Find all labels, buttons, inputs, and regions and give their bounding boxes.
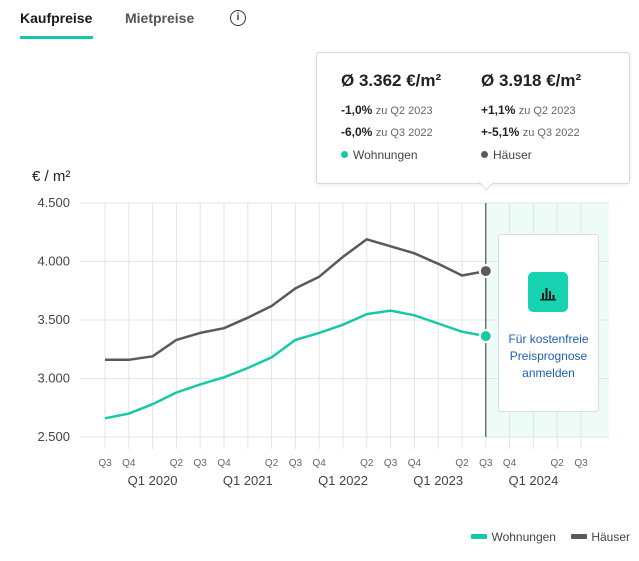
tooltip-change-year-wohnungen: -6,0% zu Q3 2022 [341,125,441,139]
x-tick-label: Q4 [313,458,327,469]
x-year-label: Q1 2023 [413,473,463,488]
x-tick-label: Q3 [384,458,398,469]
x-tick-label: Q2 [265,458,279,469]
y-tick-label: 3.000 [37,371,70,386]
series-line-haeuser [105,238,487,362]
legend-text: Wohnungen [353,148,418,162]
legend-dot [481,151,488,158]
tooltip-column-haeuser: Ø 3.918 €/m² +1,1% zu Q2 2023 +-5,1% zu … [481,71,581,162]
change-label: zu Q3 2022 [522,127,580,139]
x-tick-label: Q2 [551,458,565,469]
x-tick-label: Q2 [170,458,184,469]
x-year-label: Q1 2021 [223,473,273,488]
change-value: +1,1% [481,103,516,117]
info-icon[interactable]: i [230,10,246,26]
legend-label-haeuser[interactable]: Häuser [591,530,630,544]
change-value: +-5,1% [481,125,520,139]
x-year-label: Q1 2022 [318,473,368,488]
x-tick-label: Q4 [217,458,231,469]
change-value: -6,0% [341,125,373,139]
tooltip-change-quarter-wohnungen: -1,0% zu Q2 2023 [341,103,441,117]
x-tick-label: Q3 [289,458,303,469]
x-year-label: Q1 2020 [128,473,178,488]
chart-legend: Wohnungen Häuser [459,530,630,544]
series-line-wohnungen [104,309,487,420]
change-value: -1,0% [341,103,373,117]
active-tab-underline [20,36,93,39]
tooltip-change-year-haeuser: +-5,1% zu Q3 2022 [481,125,581,139]
x-tick-label: Q3 [194,458,208,469]
highlight-point [478,329,493,344]
y-tick-label: 4.000 [37,254,70,269]
tooltip-legend-haeuser: Häuser [481,148,581,162]
legend-text: Häuser [493,148,532,162]
highlight-point [478,264,493,279]
tooltip-average-haeuser: Ø 3.918 €/m² [481,71,582,90]
tooltip-legend-wohnungen: Wohnungen [341,148,441,162]
price-tooltip: Ø 3.362 €/m² -1,0% zu Q2 2023 -6,0% zu Q… [316,52,630,191]
x-tick-label: Q2 [360,458,374,469]
legend-swatch-wohnungen [471,534,488,539]
x-tick-label: Q3 [574,458,588,469]
change-label: zu Q2 2023 [518,105,576,117]
y-axis-label: € / m² [32,168,71,185]
x-tick-label: Q2 [455,458,469,469]
x-tick-label: Q4 [503,458,517,469]
tooltip-average-wohnungen: Ø 3.362 €/m² [341,71,442,90]
change-label: zu Q2 2023 [375,105,433,117]
forecast-signup-link[interactable]: Für kostenfreie Preisprognose anmelden [508,332,589,380]
tooltip-column-wohnungen: Ø 3.362 €/m² -1,0% zu Q2 2023 -6,0% zu Q… [341,71,441,162]
x-tick-label: Q3 [98,458,112,469]
tab-mietpreise[interactable]: Mietpreise [125,10,195,26]
x-tick-label: Q3 [479,458,493,469]
legend-dot [341,151,348,158]
tooltip-change-quarter-haeuser: +1,1% zu Q2 2023 [481,103,581,117]
forecast-signup-card[interactable]: Für kostenfreie Preisprognose anmelden [498,234,599,412]
change-label: zu Q3 2022 [375,127,433,139]
x-tick-label: Q4 [408,458,422,469]
bar-chart-icon [528,272,568,312]
y-tick-label: 3.500 [37,312,70,327]
legend-swatch-haeuser [571,534,588,539]
x-tick-label: Q4 [122,458,136,469]
y-tick-label: 2.500 [37,429,70,444]
x-year-label: Q1 2024 [508,473,558,488]
tab-kaufpreise[interactable]: Kaufpreise [20,10,93,26]
y-tick-label: 4.500 [37,195,70,210]
legend-label-wohnungen[interactable]: Wohnungen [491,530,556,544]
